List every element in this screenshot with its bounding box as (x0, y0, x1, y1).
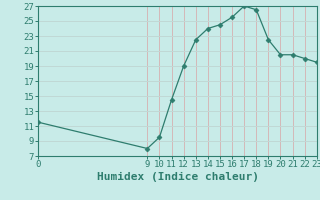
X-axis label: Humidex (Indice chaleur): Humidex (Indice chaleur) (97, 172, 259, 182)
